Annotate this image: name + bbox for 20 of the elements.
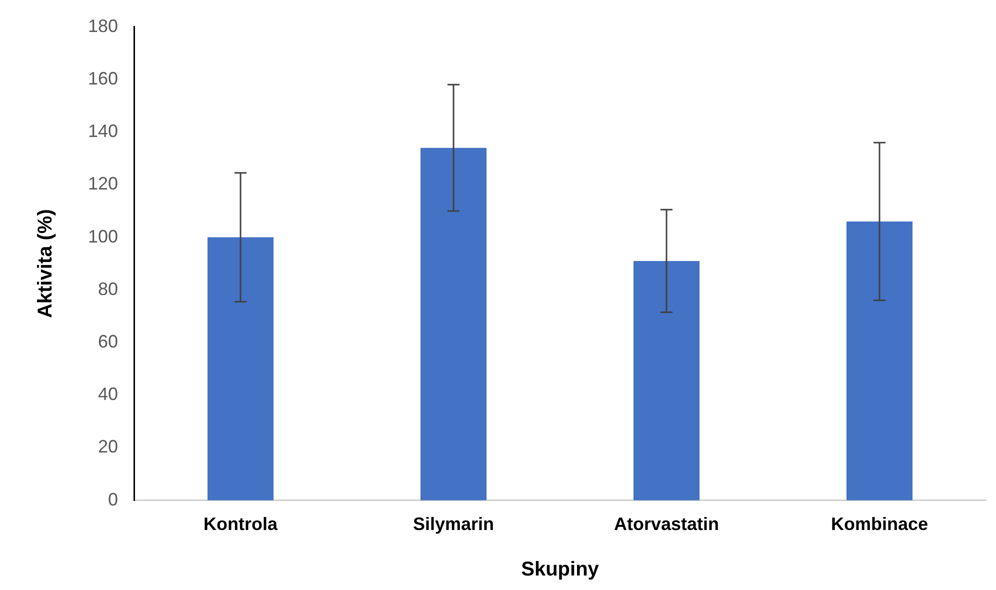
y-tick-label: 140 — [88, 121, 118, 142]
bar — [846, 222, 913, 500]
x-tick-label: Kombinace — [830, 514, 928, 534]
bar — [420, 148, 487, 500]
y-tick-label: 120 — [88, 174, 118, 194]
bar — [208, 237, 274, 500]
y-tick-label: 20 — [98, 436, 118, 457]
x-tick-label: Atorvastatin — [614, 514, 720, 534]
y-tick-label: 160 — [88, 68, 118, 88]
y-tick-label: 40 — [98, 384, 118, 404]
bar — [634, 260, 700, 500]
y-tick-label: 80 — [98, 278, 118, 299]
y-tick-label: 0 — [108, 489, 118, 510]
y-tick-label: 180 — [88, 16, 118, 36]
y-axis-title: Aktivita (%) — [34, 209, 57, 318]
y-tick-label: 100 — [88, 226, 118, 246]
y-tick-label: 60 — [98, 332, 118, 352]
x-axis-title: Skupiny — [521, 558, 600, 581]
x-tick-label: Silymarin — [412, 514, 494, 534]
x-tick-label: Kontrola — [204, 514, 279, 534]
